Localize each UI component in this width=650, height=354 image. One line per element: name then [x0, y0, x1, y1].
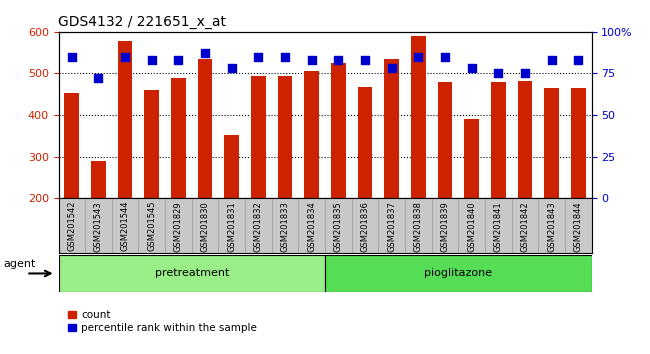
Bar: [251, 76, 266, 198]
Bar: [358, 87, 372, 198]
Legend: count, percentile rank within the sample: count, percentile rank within the sample: [64, 306, 261, 338]
Bar: [491, 82, 506, 198]
Text: GSM201838: GSM201838: [414, 201, 422, 252]
Bar: [331, 63, 346, 198]
Point: [520, 71, 530, 76]
Text: GSM201837: GSM201837: [387, 201, 396, 252]
Bar: [517, 81, 532, 198]
Text: pretreatment: pretreatment: [155, 268, 229, 279]
Point: [439, 54, 450, 59]
Bar: [198, 59, 213, 198]
Bar: [411, 36, 426, 198]
Point: [147, 57, 157, 63]
Text: GSM201839: GSM201839: [441, 201, 449, 252]
Bar: [278, 76, 292, 198]
Point: [307, 57, 317, 63]
Point: [333, 57, 343, 63]
Text: GSM201843: GSM201843: [547, 201, 556, 252]
Text: GSM201840: GSM201840: [467, 201, 476, 252]
Text: GSM201829: GSM201829: [174, 201, 183, 252]
Text: GSM201543: GSM201543: [94, 201, 103, 252]
Bar: [224, 135, 239, 198]
Text: GSM201830: GSM201830: [201, 201, 209, 252]
Bar: [144, 90, 159, 198]
Point: [227, 65, 237, 71]
Point: [120, 54, 130, 59]
Point: [493, 71, 504, 76]
FancyBboxPatch shape: [58, 255, 325, 292]
Text: GSM201831: GSM201831: [227, 201, 236, 252]
Bar: [384, 59, 399, 198]
Text: GSM201842: GSM201842: [521, 201, 529, 252]
Point: [413, 54, 424, 59]
Bar: [464, 119, 479, 198]
Text: GSM201844: GSM201844: [574, 201, 582, 252]
Point: [547, 57, 557, 63]
Point: [467, 65, 477, 71]
Point: [200, 51, 211, 56]
Point: [67, 54, 77, 59]
FancyBboxPatch shape: [325, 255, 592, 292]
Point: [254, 54, 264, 59]
Text: GSM201835: GSM201835: [334, 201, 343, 252]
Text: GSM201833: GSM201833: [281, 201, 289, 252]
Text: GSM201834: GSM201834: [307, 201, 316, 252]
Bar: [544, 88, 559, 198]
Text: GSM201836: GSM201836: [361, 201, 369, 252]
Point: [94, 76, 104, 81]
Point: [173, 57, 184, 63]
Bar: [304, 71, 319, 198]
Text: GSM201545: GSM201545: [148, 201, 156, 251]
Bar: [437, 82, 452, 198]
Point: [360, 57, 370, 63]
Bar: [571, 88, 586, 198]
Text: GSM201832: GSM201832: [254, 201, 263, 252]
Point: [573, 57, 584, 63]
Bar: [91, 161, 106, 198]
Text: pioglitazone: pioglitazone: [424, 268, 492, 279]
Bar: [64, 93, 79, 198]
Text: GSM201544: GSM201544: [121, 201, 129, 251]
Point: [386, 65, 396, 71]
Point: [280, 54, 291, 59]
Text: agent: agent: [3, 259, 35, 269]
Text: GSM201841: GSM201841: [494, 201, 502, 252]
Bar: [171, 78, 186, 198]
Text: GSM201542: GSM201542: [68, 201, 76, 251]
Text: GDS4132 / 221651_x_at: GDS4132 / 221651_x_at: [58, 16, 226, 29]
Bar: [118, 41, 133, 198]
